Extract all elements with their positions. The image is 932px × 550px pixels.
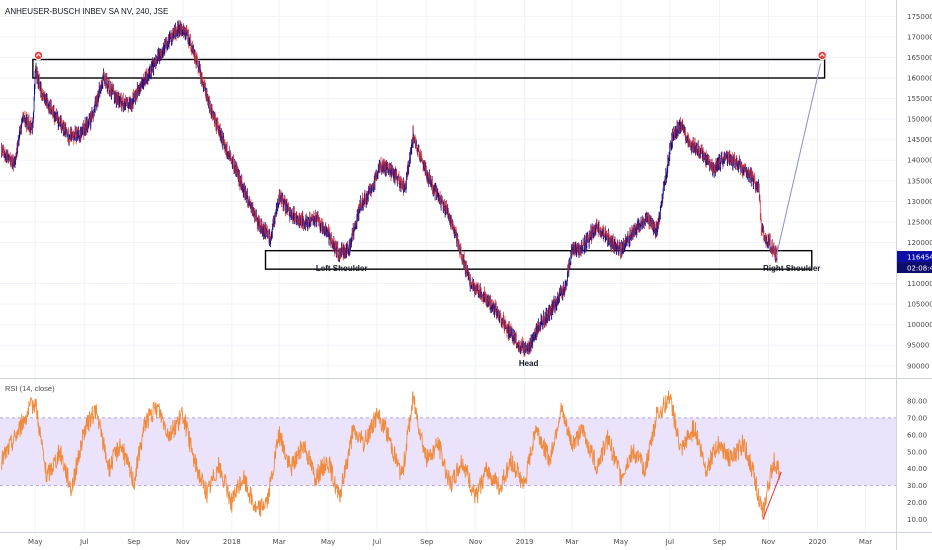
rsi-tick-1: 70.00 [907,414,927,422]
price-tick-10: 125000 [907,218,932,226]
rsi-line [1,390,781,520]
time-tick-2: Sep [127,538,141,546]
annotation-0: Left Shoulder [316,264,368,273]
price-tick-8: 135000 [907,177,932,185]
time-tick-1: Jul [79,538,89,546]
last-price-badge: 116454 02:08:49 [897,251,932,274]
target-marker-arrow-1 [819,53,825,57]
target-marker-circle-0 [33,50,44,61]
price-candles [1,19,778,357]
price-tick-3: 160000 [907,75,932,83]
time-tick-10: 2019 [516,538,534,546]
time-tick-13: Jul [665,538,675,546]
time-tick-14: Sep [713,538,727,546]
countdown-value: 02:08:49 [907,265,932,273]
time-tick-4: 2018 [223,538,241,546]
price-tick-6: 145000 [907,136,932,144]
price-tick-12: 110000 [907,280,932,288]
target-marker-1 [817,50,827,61]
zone-boxes [32,58,826,270]
time-tick-7: Jul [372,538,382,546]
projection-line [775,63,822,260]
target-marker-circle-1 [817,50,827,61]
price-tick-5: 150000 [907,116,932,124]
time-tick-15: Nov [762,538,776,546]
target-marker-0 [33,50,44,61]
time-tick-8: Sep [420,538,434,546]
price-tick-15: 95000 [907,342,929,350]
time-tick-16: 2020 [808,538,826,546]
time-tick-0: May [28,538,42,546]
rsi-tick-6: 20.00 [907,499,927,507]
time-tick-12: May [614,538,628,546]
rsi-tick-2: 60.00 [907,431,927,439]
time-tick-6: May [321,538,335,546]
price-tick-14: 100000 [907,321,932,329]
time-tick-17: Mar [859,538,872,546]
last-price-bg [897,251,932,263]
price-tick-4: 155000 [907,95,932,103]
target-marker-arrow-0 [35,53,42,57]
annotation-1: Head [519,359,539,368]
price-tick-11: 120000 [907,239,932,247]
time-tick-11: Mar [565,538,578,546]
zone-box-0 [32,58,826,79]
price-tick-0: 175000 [907,13,932,21]
price-tick-7: 140000 [907,157,932,165]
zone-box-1 [264,249,813,270]
rsi-band [0,417,896,486]
countdown-bg [897,262,932,274]
price-tick-1: 170000 [907,33,932,41]
rsi-band-group [0,417,896,487]
rsi-title: RSI (14, close) [5,384,55,393]
rsi-tick-4: 40.00 [907,465,927,473]
time-tick-9: Nov [469,538,483,546]
time-tick-3: Nov [176,538,190,546]
price-tick-13: 105000 [907,301,932,309]
price-tick-2: 165000 [907,54,932,62]
rsi-divergence-line [762,471,782,520]
rsi-tick-5: 30.00 [907,482,927,490]
rsi-line-group [1,390,782,520]
time-tick-5: Mar [273,538,286,546]
chart-title: ANHEUSER-BUSCH INBEV SA NV, 240, JSE [5,7,168,16]
price-tick-16: 90000 [907,362,929,370]
price-tick-9: 130000 [907,198,932,206]
rsi-tick-0: 80.00 [907,397,927,405]
annotation-2: Right Shoulder [763,264,820,273]
rsi-tick-3: 50.00 [907,448,927,456]
last-price-value: 116454 [907,254,932,262]
rsi-tick-7: 10.00 [907,516,927,524]
overlays: Left Shoulder Head Right Shoulder [33,50,827,368]
